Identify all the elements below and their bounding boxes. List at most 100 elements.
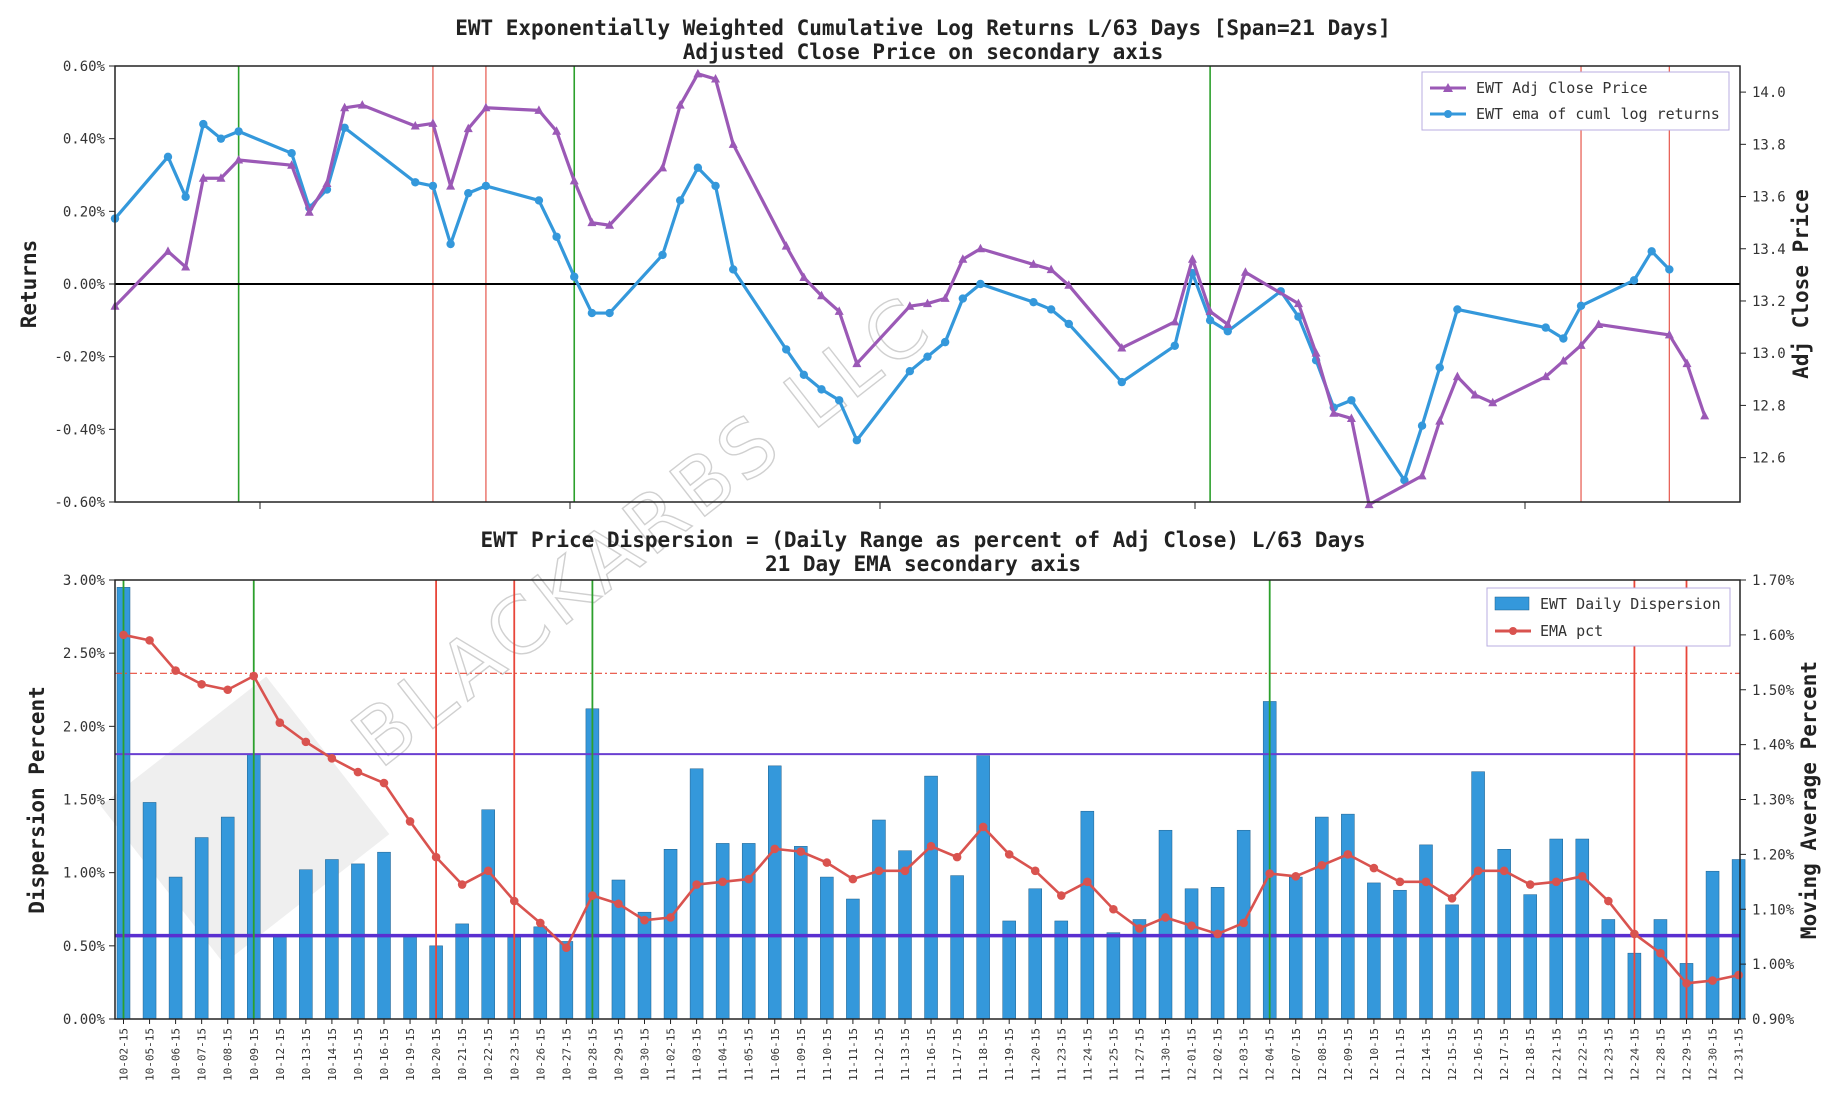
ema-point xyxy=(1604,896,1613,906)
bottom-xtick-label: 11-11-15 xyxy=(847,1028,860,1081)
ema-point xyxy=(1343,850,1353,859)
dispersion-bar xyxy=(924,775,938,1020)
ema-point xyxy=(900,866,910,876)
top-ytick-label: -0.60% xyxy=(54,495,105,511)
ema-point xyxy=(744,874,753,884)
price-point xyxy=(1541,371,1551,381)
ema-point xyxy=(770,844,780,854)
price-point xyxy=(463,123,473,133)
returns-point xyxy=(976,279,985,289)
bottom-legend-ema-marker xyxy=(1509,627,1517,635)
returns-point xyxy=(464,188,473,198)
ema-point xyxy=(353,767,363,777)
price-point xyxy=(1064,280,1074,289)
returns-point xyxy=(199,119,208,129)
returns-point xyxy=(287,149,296,158)
bottom-chart-title: EWT Price Dispersion = (Daily Range as p… xyxy=(480,528,1365,552)
dispersion-bar xyxy=(1367,882,1381,1020)
bottom-xtick-label: 11-06-15 xyxy=(769,1028,782,1081)
bottom-xtick-label: 11-02-15 xyxy=(665,1028,678,1081)
price-point xyxy=(304,207,314,216)
ema-point xyxy=(145,636,154,645)
bottom-legend-ema-label: EMA pct xyxy=(1540,622,1603,640)
price-point xyxy=(1488,397,1498,407)
price-point xyxy=(552,126,562,135)
bottom-ytick-label: 2.00% xyxy=(63,719,106,735)
dispersion-bar xyxy=(325,859,339,1020)
ema-point xyxy=(848,874,858,884)
returns-point xyxy=(428,181,438,191)
bottom-y2tick-label: 0.90% xyxy=(1752,1012,1795,1028)
price-point xyxy=(1117,342,1127,352)
bottom-right-axis: 0.90% 1.00% 1.10% 1.20% 1.30% 1.40% 1.50% 1.60%… xyxy=(1740,573,1795,1028)
price-point xyxy=(1240,267,1250,276)
top-y2tick-label: 13.2 xyxy=(1752,294,1786,310)
ema-point xyxy=(457,880,467,889)
bottom-xtick-label: 11-19-15 xyxy=(1003,1028,1016,1081)
returns-point xyxy=(1064,319,1074,329)
ema-point xyxy=(1682,979,1691,988)
bottom-xtick-label: 12-07-15 xyxy=(1290,1028,1303,1081)
bottom-xtick-label: 11-05-15 xyxy=(743,1028,756,1081)
bottom-ytick-label: 1.50% xyxy=(63,793,106,809)
price-point xyxy=(1470,389,1480,399)
ema-point xyxy=(1057,891,1066,900)
returns-point xyxy=(781,345,791,354)
ema-point xyxy=(1734,970,1743,980)
ema-point xyxy=(666,913,675,922)
bottom-xtick-label: 10-05-15 xyxy=(144,1028,157,1081)
dispersion-bar xyxy=(976,755,990,1020)
returns-point xyxy=(1046,305,1056,314)
bottom-xtick-label: 12-28-15 xyxy=(1654,1028,1667,1081)
price-point xyxy=(287,160,297,169)
ema-point xyxy=(379,778,389,788)
top-y2label: Adj Close Price xyxy=(1789,189,1813,379)
bottom-y2tick-label: 1.70% xyxy=(1752,573,1795,589)
price-point xyxy=(446,181,456,190)
returns-point xyxy=(570,272,579,281)
bottom-xtick-label: 12-03-15 xyxy=(1238,1028,1251,1081)
ema-point xyxy=(275,718,285,727)
ema-point xyxy=(1004,850,1014,859)
returns-point xyxy=(552,232,561,241)
dispersion-bar xyxy=(741,843,756,1020)
bottom-xtick-label: 10-15-15 xyxy=(352,1028,365,1081)
price-point xyxy=(216,173,226,182)
bottom-vlines xyxy=(122,580,1688,1019)
bottom-xtick-label: 11-30-15 xyxy=(1160,1028,1173,1081)
price-point xyxy=(181,262,191,271)
top-y2tick-label: 13.8 xyxy=(1752,137,1786,153)
ema-point xyxy=(1030,866,1040,876)
dispersion-bar xyxy=(1705,870,1720,1020)
price-point xyxy=(1417,470,1427,480)
dispersion-bar xyxy=(299,869,313,1020)
ema-point xyxy=(588,891,597,900)
ema-point xyxy=(1447,893,1457,903)
bottom-xtick-label: 12-15-15 xyxy=(1446,1028,1459,1081)
bottom-xtick-label: 12-02-15 xyxy=(1212,1028,1225,1081)
ema-point xyxy=(1421,877,1431,887)
returns-point xyxy=(1223,327,1232,336)
price-point xyxy=(975,243,985,253)
returns-point xyxy=(1029,297,1038,307)
ema-point xyxy=(1265,869,1274,878)
ema-point xyxy=(1161,913,1170,922)
returns-point xyxy=(1205,316,1215,325)
top-legend-returns-marker xyxy=(1444,110,1452,118)
returns-point xyxy=(1453,305,1462,314)
dispersion-bar xyxy=(1549,838,1563,1020)
price-point xyxy=(852,358,862,368)
price-point xyxy=(587,217,597,227)
dispersion-bar xyxy=(1523,894,1537,1020)
dispersion-bar xyxy=(1184,888,1199,1020)
ema-point xyxy=(301,737,311,747)
price-point xyxy=(817,290,827,300)
bottom-xtick-label: 12-23-15 xyxy=(1602,1028,1615,1081)
bottom-xtick-label: 11-24-15 xyxy=(1081,1028,1094,1081)
price-point xyxy=(234,154,244,164)
returns-point xyxy=(534,196,544,205)
top-chart-title: EWT Exponentially Weighted Cumulative Lo… xyxy=(455,16,1391,40)
dispersion-bar xyxy=(1341,813,1355,1020)
top-legend-price-marker xyxy=(1443,83,1453,92)
returns-point xyxy=(658,250,667,260)
